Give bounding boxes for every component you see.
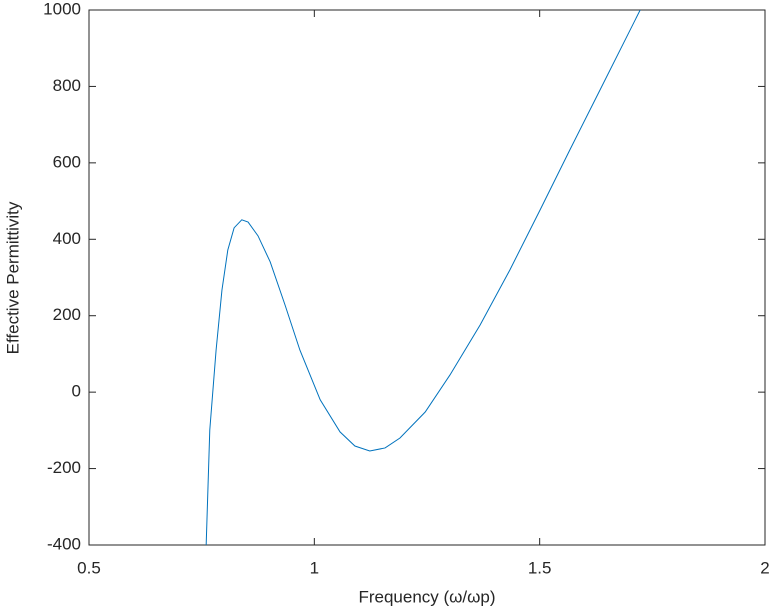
x-axis-label: Frequency (ω/ωp) bbox=[358, 587, 495, 606]
y-tick-label: 200 bbox=[53, 305, 81, 324]
y-tick-label: 400 bbox=[53, 229, 81, 248]
y-tick-label: 1000 bbox=[43, 0, 81, 18]
y-tick-label: 600 bbox=[53, 152, 81, 171]
x-tick-label: 2 bbox=[760, 558, 769, 577]
x-tick-label: 1 bbox=[310, 558, 319, 577]
plot-area bbox=[88, 9, 766, 546]
y-tick-label: -200 bbox=[47, 458, 81, 477]
y-tick-label: -400 bbox=[47, 534, 81, 553]
y-tick-label: 800 bbox=[53, 76, 81, 95]
data-line bbox=[205, 10, 641, 545]
y-tick-label: 0 bbox=[72, 382, 81, 401]
x-tick-label: 1.5 bbox=[528, 558, 552, 577]
y-axis-label: Effective Permittivity bbox=[3, 201, 22, 354]
x-tick-label: 0.5 bbox=[77, 558, 101, 577]
